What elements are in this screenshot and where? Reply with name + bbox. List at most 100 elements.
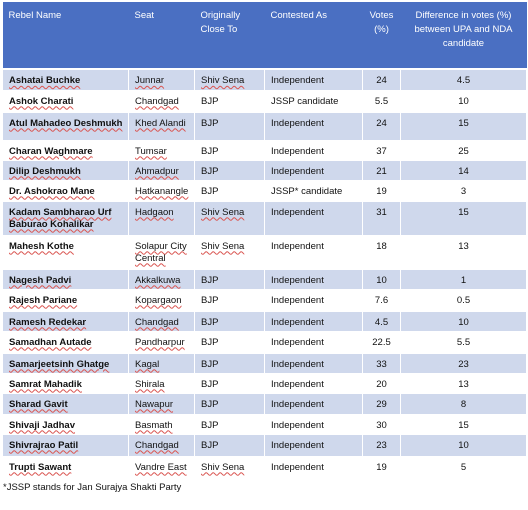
cell-seat-text: Solapur City Central: [135, 240, 187, 264]
cell-difference: 10: [400, 310, 527, 332]
cell-rebel-name-text: Atul Mahadeo Deshmukh: [9, 117, 123, 129]
cell-difference-text: 10: [458, 95, 469, 107]
cell-seat: Hadgaon: [128, 200, 195, 236]
cell-difference-text: 25: [458, 145, 469, 157]
cell-originally-close-to-text: BJP: [201, 398, 219, 410]
cell-votes: 22.5: [362, 330, 401, 354]
cell-contested-as: Independent: [264, 159, 363, 181]
cell-seat-text: Ahmadpur: [135, 165, 179, 177]
cell-difference: 10: [400, 89, 527, 113]
header-rebel-name: Rebel Name: [2, 2, 129, 70]
cell-rebel-name-text: Shivaji Jadhav: [9, 419, 76, 431]
cell-rebel-name: Dilip Deshmukh: [2, 159, 129, 181]
cell-votes-text: 33: [376, 358, 387, 370]
cell-rebel-name: Sharad Gavit: [2, 392, 129, 415]
cell-difference-text: 15: [458, 117, 469, 129]
cell-difference: 15: [400, 111, 527, 141]
cell-contested-as: Independent: [264, 433, 363, 457]
cell-votes: 33: [362, 352, 401, 374]
cell-contested-as: Independent: [264, 372, 363, 394]
table-row: Rajesh Pariane Kopargaon BJP Independent 7.6…: [2, 288, 527, 312]
cell-rebel-name-text: Kadam Sambharao Urf Baburao Kohalikar: [9, 206, 112, 230]
cell-difference: 25: [400, 139, 527, 161]
cell-contested-as: Independent: [264, 268, 363, 290]
cell-originally-close-to-text: BJP: [201, 165, 219, 177]
table-row: Kadam Sambharao Urf Baburao Kohalikar Had…: [2, 200, 527, 236]
cell-contested-as-text: Independent: [271, 294, 324, 306]
cell-contested-as-text: JSSP candidate: [271, 95, 339, 107]
cell-seat: Shirala: [128, 372, 195, 394]
cell-contested-as: Independent: [264, 139, 363, 161]
cell-seat: Akkalkuwa: [128, 268, 195, 290]
cell-contested-as-text: Independent: [271, 117, 324, 129]
cell-originally-close-to-text: Shiv Sena: [201, 206, 245, 218]
cell-contested-as-text: Independent: [271, 165, 324, 177]
cell-difference: 14: [400, 159, 527, 181]
cell-votes-text: 19: [376, 461, 387, 473]
cell-seat: Hatkanangle: [128, 179, 195, 202]
cell-rebel-name: Shivrajrao Patil: [2, 433, 129, 457]
table-row: Sharad Gavit Nawapur BJP Independent 29 8: [2, 392, 527, 415]
cell-difference-text: 15: [458, 206, 469, 218]
cell-difference-text: 0.5: [456, 294, 471, 306]
cell-contested-as: JSSP candidate: [264, 89, 363, 113]
cell-difference: 15: [400, 413, 527, 435]
cell-votes: 18: [362, 234, 401, 270]
cell-votes: 31: [362, 200, 401, 236]
cell-seat-text: Shirala: [135, 378, 165, 390]
cell-votes-text: 31: [376, 206, 387, 218]
cell-contested-as: Independent: [264, 111, 363, 141]
cell-difference: 8: [400, 392, 527, 415]
cell-seat-text: Pandharpur: [135, 336, 185, 348]
cell-originally-close-to-text: Shiv Sena: [201, 240, 245, 252]
cell-originally-close-to: BJP: [194, 352, 265, 374]
cell-difference: 5: [400, 455, 527, 479]
cell-rebel-name-text: Shivrajrao Patil: [9, 439, 79, 451]
cell-rebel-name-text: Ashatai Buchke: [9, 75, 81, 86]
cell-votes: 19: [362, 179, 401, 202]
rebel-candidates-table: Rebel Name Seat Originally Close To Cont…: [2, 2, 527, 479]
cell-rebel-name: Samadhan Autade: [2, 330, 129, 354]
cell-rebel-name: Nagesh Padvi: [2, 268, 129, 290]
cell-contested-as: Independent: [264, 68, 363, 91]
cell-votes-text: 18: [376, 240, 387, 252]
cell-rebel-name-text: Dr. Ashokrao Mane: [9, 185, 95, 197]
cell-seat: Chandgad: [128, 433, 195, 457]
cell-difference-text: 3: [460, 185, 467, 197]
cell-rebel-name-text: Sharad Gavit: [9, 398, 68, 410]
cell-contested-as: Independent: [264, 352, 363, 374]
cell-rebel-name-text: Mahesh Kothe: [9, 240, 74, 252]
cell-originally-close-to: Shiv Sena: [194, 200, 265, 236]
cell-seat: Kopargaon: [128, 288, 195, 312]
cell-difference: 13: [400, 372, 527, 394]
cell-difference: 5.5: [400, 330, 527, 354]
cell-rebel-name: Dr. Ashokrao Mane: [2, 179, 129, 202]
cell-votes-text: 5.5: [374, 95, 389, 107]
cell-seat: Chandgad: [128, 310, 195, 332]
cell-rebel-name: Shivaji Jadhav: [2, 413, 129, 435]
cell-originally-close-to: BJP: [194, 330, 265, 354]
cell-difference-text: 5.5: [456, 336, 471, 348]
cell-seat-text: Junnar: [135, 75, 165, 86]
cell-originally-close-to: Shiv Sena: [194, 455, 265, 479]
cell-seat-text: Chandgad: [135, 95, 179, 107]
cell-originally-close-to-text: Shiv Sena: [201, 75, 245, 86]
cell-contested-as-text: Independent: [271, 206, 324, 218]
cell-rebel-name: Samarjeetsinh Ghatge: [2, 352, 129, 374]
cell-seat: Vandre East: [128, 455, 195, 479]
cell-rebel-name: Rajesh Pariane: [2, 288, 129, 312]
cell-rebel-name-text: Nagesh Padvi: [9, 274, 72, 286]
cell-originally-close-to: Shiv Sena: [194, 68, 265, 91]
table-row: Dilip Deshmukh Ahmadpur BJP Independent 21 14: [2, 159, 527, 181]
cell-originally-close-to-text: BJP: [201, 358, 219, 370]
cell-originally-close-to-text: BJP: [201, 274, 219, 286]
cell-votes-text: 24: [376, 75, 387, 86]
cell-votes: 37: [362, 139, 401, 161]
cell-seat: Tumsar: [128, 139, 195, 161]
cell-contested-as-text: Independent: [271, 419, 324, 431]
cell-seat-text: Akkalkuwa: [135, 274, 181, 286]
cell-rebel-name-text: Samrat Mahadik: [9, 378, 82, 390]
cell-votes: 4.5: [362, 310, 401, 332]
cell-contested-as: Independent: [264, 330, 363, 354]
table-row: Shivrajrao Patil Chandgad BJP Independent 23…: [2, 433, 527, 457]
